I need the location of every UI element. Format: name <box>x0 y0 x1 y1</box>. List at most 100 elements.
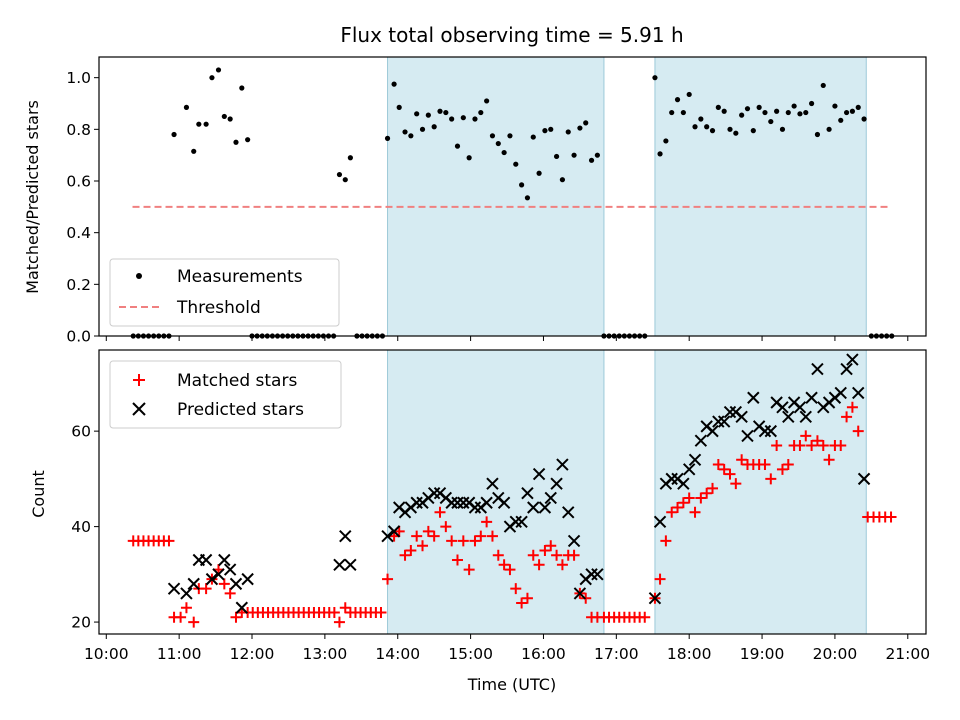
matched-star-point <box>469 535 481 547</box>
predicted-star-point <box>688 453 702 466</box>
x-tick-label: 21:00 <box>885 645 930 663</box>
matched-star-point <box>475 530 487 542</box>
measurement-point <box>245 137 251 143</box>
matched-star-point <box>516 597 528 609</box>
measurement-point <box>221 113 227 120</box>
predicted-star-point <box>410 496 423 509</box>
measurement-point <box>814 131 821 138</box>
matched-star-point <box>695 492 707 504</box>
predicted-star-point <box>805 391 818 404</box>
measurement-point <box>785 109 791 116</box>
measurement-point <box>478 109 484 116</box>
measurement-point <box>484 98 490 104</box>
predicted-star-point <box>567 534 581 548</box>
predicted-star-point <box>665 472 678 486</box>
bottom-y-axis-ticks: 20 40 60 <box>71 423 99 632</box>
matched-star-point <box>527 549 539 561</box>
matched-star-point <box>666 506 678 518</box>
x-tick-label: 15:00 <box>448 645 493 663</box>
measurement-point <box>472 116 478 122</box>
matched-star-point <box>180 602 192 614</box>
top-y-tick-label: 0.2 <box>66 276 91 294</box>
predicted-star-point <box>515 515 528 529</box>
legend-matched-marker <box>133 374 145 386</box>
top-observing-spans <box>387 56 867 337</box>
legend-predicted-marker <box>132 402 146 416</box>
x-axis-label: Time (UTC) <box>467 675 556 694</box>
matched-star-point <box>539 544 551 556</box>
matched-star-point <box>759 459 771 471</box>
measurement-point <box>384 135 391 141</box>
predicted-star-point <box>799 410 812 424</box>
matched-star-point <box>457 535 469 547</box>
predicted-star-point <box>764 424 778 438</box>
measurement-point <box>652 75 658 81</box>
predicted-star-point <box>532 467 546 481</box>
top-observing-span-1 <box>654 56 867 337</box>
measurement-point <box>762 109 768 116</box>
legend-predicted-label: Predicted stars <box>177 400 304 420</box>
measurement-point <box>425 112 431 118</box>
matched-star-point <box>817 439 829 451</box>
bottom-legend-box <box>109 360 342 429</box>
predicted-star-point <box>344 558 357 571</box>
matched-star-point <box>771 439 783 451</box>
matched-star-point <box>846 401 858 413</box>
matched-star-point <box>730 478 742 490</box>
matched-star-point <box>504 564 516 576</box>
measurement-point <box>733 130 739 136</box>
predicted-star-point <box>677 477 690 490</box>
predicted-star-point <box>857 472 871 486</box>
predicted-star-point <box>694 434 708 447</box>
measurement-point <box>797 111 803 117</box>
measurement-point <box>692 124 698 130</box>
matched-star-point <box>689 506 701 518</box>
predicted-star-point <box>840 362 853 376</box>
measurement-point <box>408 133 414 139</box>
measurement-point <box>838 117 844 123</box>
top-axes-frame <box>98 56 927 337</box>
matched-star-point <box>218 578 230 590</box>
bottom-panel: 20 40 60 10:00 11:00 12:00 13:00 14:00 15:00 16:… <box>29 349 930 694</box>
predicted-star-point <box>648 591 662 605</box>
matched-star-point <box>556 559 568 571</box>
predicted-star-point <box>834 386 847 400</box>
measurement-point <box>809 100 815 107</box>
predicted-star-point <box>486 477 499 490</box>
predicted-star-point <box>544 491 557 505</box>
predicted-star-point <box>497 496 511 509</box>
measurement-point <box>402 129 408 135</box>
predicted-star-point <box>521 486 534 500</box>
measurement-point <box>768 118 774 125</box>
measurement-point <box>727 126 733 132</box>
predicted-star-point <box>445 496 458 509</box>
matched-star-point <box>224 587 236 599</box>
matched-star-point <box>333 616 345 628</box>
measurement-point <box>588 157 595 163</box>
bottom-y-tick-label: 20 <box>71 614 91 632</box>
measurement-point <box>704 124 710 130</box>
measurement-point <box>519 182 525 188</box>
legend-measurements-marker <box>136 273 142 279</box>
predicted-star-point <box>229 577 243 591</box>
predicted-star-point <box>480 496 493 509</box>
measurement-point <box>548 126 554 132</box>
predicted-star-point <box>846 353 859 366</box>
x-tick-label: 19:00 <box>740 645 785 663</box>
matched-star-point <box>852 425 864 437</box>
matched-stars-series <box>127 401 897 628</box>
matched-star-point <box>823 454 835 466</box>
predicted-star-point <box>205 572 219 586</box>
matched-star-point <box>405 544 417 556</box>
measurement-point <box>414 111 420 117</box>
matched-star-point <box>399 549 411 561</box>
matched-star-point <box>712 459 724 471</box>
matched-star-point <box>393 525 405 537</box>
measurement-point <box>791 103 797 109</box>
bottom-observing-span-0 <box>387 349 605 635</box>
predicted-star-point <box>212 568 225 581</box>
measurement-point <box>756 104 762 110</box>
predicted-star-point <box>585 568 598 581</box>
matched-star-point <box>492 549 504 561</box>
